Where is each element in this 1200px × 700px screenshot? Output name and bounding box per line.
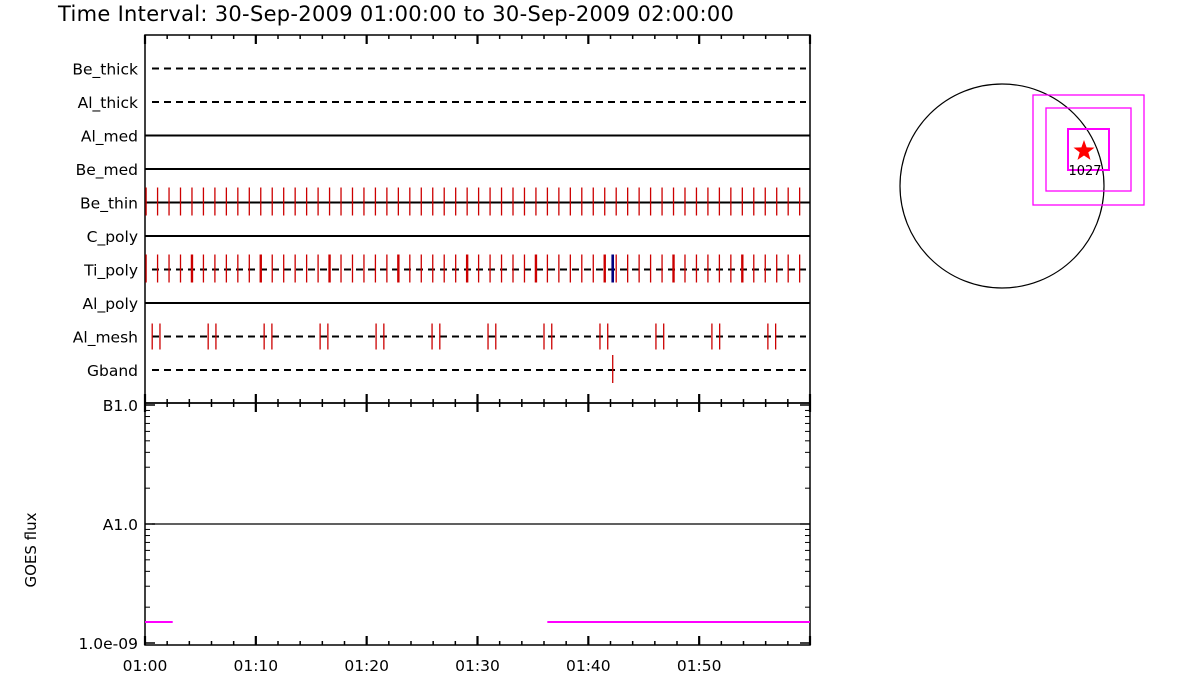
row-label: Ti_poly (83, 262, 138, 281)
goes-flux-panel: B1.0 A1.0 1.0e-09 (78, 397, 811, 653)
filter-state-panel: Be_thick Al_thick Al_med Be_med Be_thin C_pol… (72, 34, 811, 404)
row-label: Al_thick (78, 94, 138, 113)
x-tick-label: 01:40 (566, 657, 611, 675)
solar-disk (899, 83, 1105, 289)
time-axis: 01:00 01:10 01:20 01:30 01:40 01:50 (123, 35, 812, 675)
y-tick-label: 1.0e-09 (78, 635, 138, 653)
x-tick-label: 01:50 (677, 657, 722, 675)
active-region-label: 1027 (1068, 164, 1101, 179)
flare-star-icon (1073, 140, 1095, 160)
row-label: Al_poly (83, 295, 138, 314)
field-of-view-box (1032, 94, 1145, 206)
row-label: Al_med (81, 128, 138, 147)
goes-flux-ylabel: GOES flux (22, 512, 40, 587)
y-tick-label: A1.0 (103, 516, 138, 534)
page-title: Time Interval: 30-Sep-2009 01:00:00 to 3… (58, 2, 735, 26)
goes-ylabel-group: GOES flux (22, 512, 40, 587)
row-label: Be_med (76, 161, 138, 180)
x-tick-label: 01:10 (233, 657, 278, 675)
row-label: Be_thick (72, 61, 138, 80)
row-label: C_poly (87, 228, 138, 247)
y-tick-label: B1.0 (103, 397, 138, 415)
row-label: Gband (87, 362, 138, 380)
field-of-view-box (1045, 107, 1132, 192)
upper-frame (144, 34, 811, 404)
x-tick-label: 01:00 (123, 657, 168, 675)
x-tick-label: 01:30 (455, 657, 500, 675)
x-tick-label: 01:20 (344, 657, 389, 675)
solar-locator-map: 1027 (899, 83, 1145, 289)
row-label: Be_thin (80, 195, 138, 214)
row-label: Al_mesh (73, 329, 138, 348)
field-of-view-box (1067, 128, 1110, 171)
